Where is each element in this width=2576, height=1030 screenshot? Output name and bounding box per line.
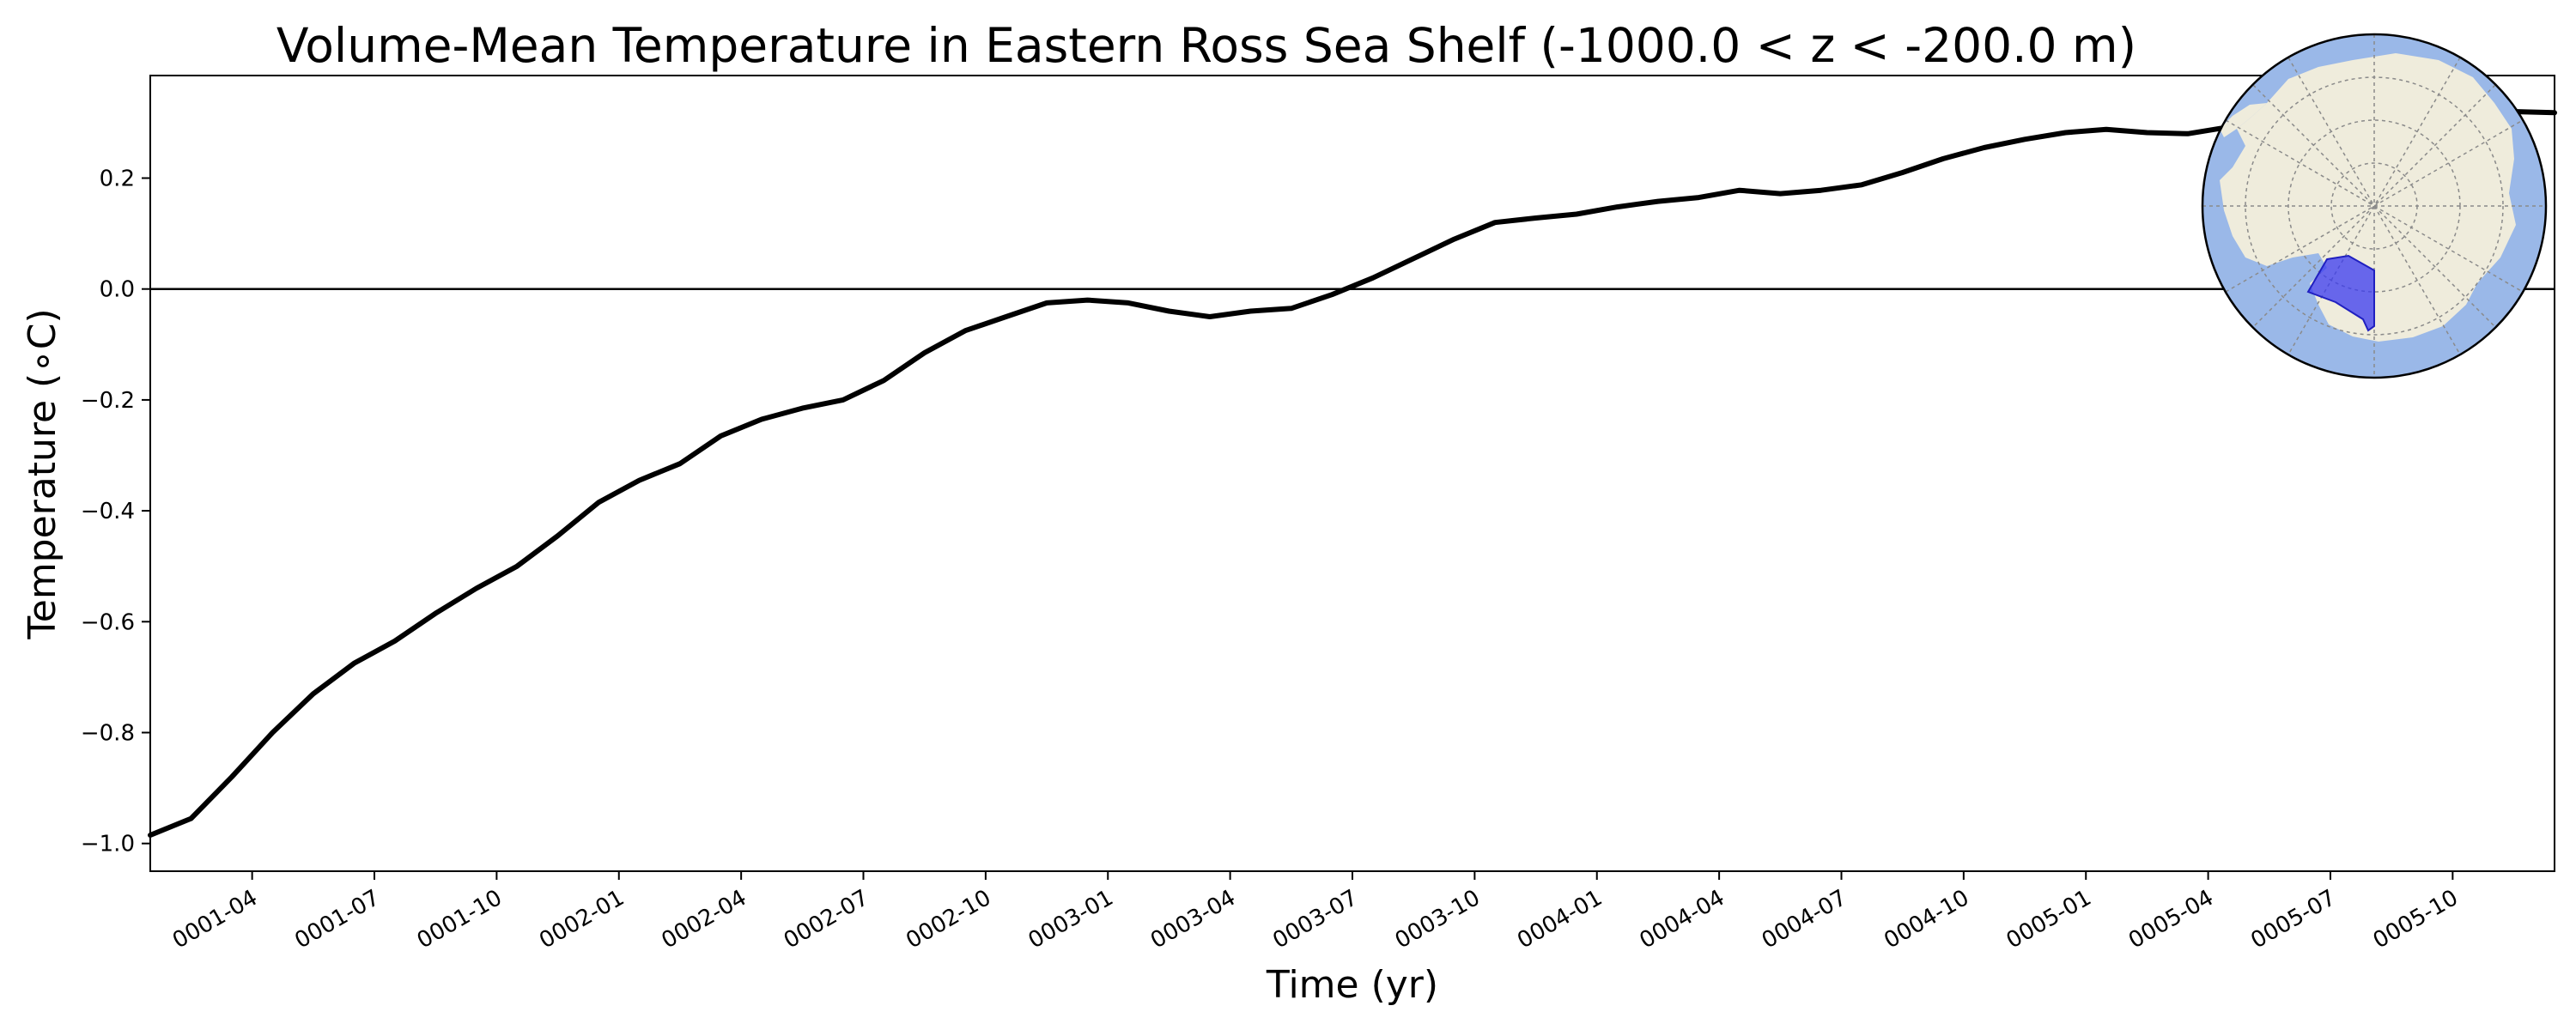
plot-area: −1.0−0.8−0.6−0.4−0.20.00.2 0001-04 0001-0…	[81, 75, 2557, 954]
y-tick-label: −1.0	[81, 832, 135, 857]
map-land-peninsula	[2220, 103, 2267, 137]
x-tick-label: 0002-01	[535, 885, 629, 954]
x-tick-label: 0003-10	[1391, 885, 1485, 954]
x-axis-label: Time (yr)	[1266, 963, 1438, 1007]
x-tick-label: 0001-04	[168, 885, 262, 954]
x-tick-label: 0002-07	[780, 885, 873, 954]
x-tick-label: 0003-01	[1024, 885, 1118, 954]
y-tick-label: −0.4	[81, 499, 135, 524]
map-border	[2201, 33, 2548, 379]
x-tick-label: 0004-10	[1880, 885, 1973, 954]
x-tick-label: 0005-01	[2002, 885, 2096, 954]
map-region-eastern-ross-sea	[2306, 254, 2375, 332]
x-tick-label: 0003-07	[1268, 885, 1362, 954]
x-tick-label: 0001-10	[413, 885, 507, 954]
antarctica-inset-map	[2201, 33, 2548, 379]
y-axis-ticks: −1.0 −0.8 −0.6 −0.4 −0.2 0.0 0.2	[81, 167, 150, 857]
x-tick-label: 0002-04	[658, 885, 751, 954]
y-tick-label: 0.2	[100, 167, 135, 192]
x-tick-label: 0005-10	[2369, 885, 2463, 954]
x-tick-label: 0004-04	[1636, 885, 1729, 954]
x-tick-label: 0005-04	[2124, 885, 2218, 954]
x-tick-label: 0004-07	[1758, 885, 1851, 954]
x-axis-ticks: 0001-04 0001-07 0001-10 0002-01 0002-04 0002-…	[168, 871, 2463, 954]
y-tick-label: −0.2	[81, 388, 135, 414]
y-tick-label: 0.0	[100, 277, 135, 303]
x-tick-label: 0004-01	[1513, 885, 1607, 954]
plot-frame	[149, 75, 2555, 872]
y-axis-label: Temperature (∘C)	[21, 308, 64, 639]
x-tick-label: 0001-07	[290, 885, 384, 954]
chart-title: Volume-Mean Temperature in Eastern Ross …	[276, 18, 2136, 73]
x-tick-label: 0003-04	[1146, 885, 1240, 954]
series-group	[148, 107, 2557, 838]
x-tick-label: 0002-10	[902, 885, 995, 954]
y-tick-label: −0.6	[81, 609, 135, 635]
map-graticule	[2202, 34, 2546, 378]
y-tick-label: −0.8	[81, 721, 135, 747]
series-line-0	[148, 107, 2557, 838]
x-tick-label: 0005-07	[2246, 885, 2340, 954]
